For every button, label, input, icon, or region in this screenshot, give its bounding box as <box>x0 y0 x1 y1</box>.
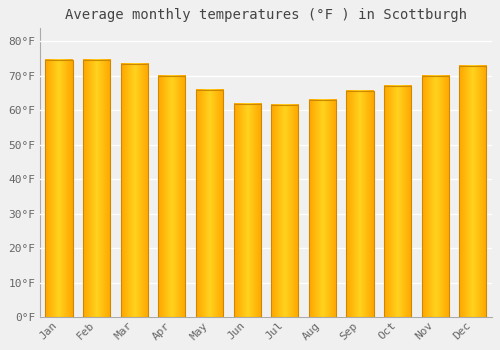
Bar <box>384 86 411 317</box>
Bar <box>120 64 148 317</box>
Bar <box>196 90 223 317</box>
Bar <box>234 104 260 317</box>
Bar <box>271 105 298 317</box>
Title: Average monthly temperatures (°F ) in Scottburgh: Average monthly temperatures (°F ) in Sc… <box>65 8 467 22</box>
Bar <box>83 61 110 317</box>
Bar <box>158 76 186 317</box>
Bar <box>309 100 336 317</box>
Bar <box>46 61 72 317</box>
Bar <box>346 91 374 317</box>
Bar <box>460 65 486 317</box>
Bar <box>422 76 449 317</box>
